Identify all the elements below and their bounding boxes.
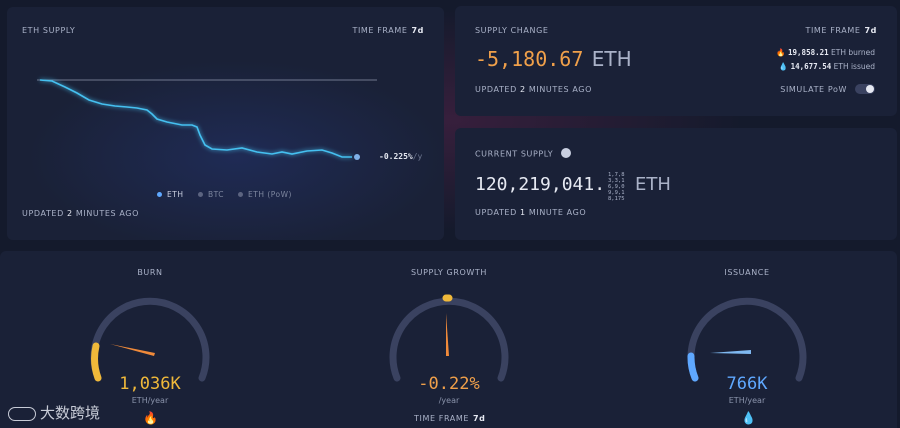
supply-change-title: SUPPLY CHANGE <box>475 26 549 35</box>
supply-growth-gauge-unit: /year <box>438 396 460 405</box>
decimal-digit: 1,7,8 <box>608 172 625 178</box>
eth-supply-updated: UPDATED 2 MINUTES AGO <box>22 209 139 218</box>
legend-btc-label: BTC <box>208 190 225 199</box>
current-supply-title-text: CURRENT SUPPLY <box>475 149 554 159</box>
supply-change-time-frame[interactable]: TIME FRAME 7d <box>805 26 877 35</box>
simulate-pow-toggle[interactable] <box>855 84 875 94</box>
supply-growth-gauge-track <box>389 297 509 382</box>
supply-change-value: -5,180.67 <box>475 47 584 71</box>
burned-label: ETH burned <box>831 48 875 57</box>
legend-eth-pow[interactable]: ETH (PoW) <box>238 190 292 199</box>
updated-prefix: UPDATED <box>475 85 517 94</box>
fire-icon: 🔥 <box>776 48 786 57</box>
time-frame-value: 7d <box>864 26 877 35</box>
burn-gauge-unit: ETH/year <box>131 396 169 405</box>
issued-row: 💧 14,677.54 ETH issued <box>779 62 875 71</box>
gauges-card: BURN 1,036K ETH/year 🔥 SUPPLY GROWTH -0.… <box>0 251 897 428</box>
current-supply-title: CURRENT SUPPLY <box>475 148 572 159</box>
issuance-gauge-needle <box>710 350 751 354</box>
legend-eth-pow-label: ETH (PoW) <box>248 190 292 199</box>
legend-btc[interactable]: BTC <box>198 190 224 199</box>
current-supply-unit: ETH <box>635 174 671 195</box>
trend-rate-unit: /y <box>412 152 423 161</box>
updated-value: 1 <box>520 208 526 217</box>
burned-row: 🔥 19,858.21 ETH burned <box>776 48 875 57</box>
watermark-logo-icon <box>8 406 36 421</box>
droplet-icon: 💧 <box>741 411 756 425</box>
trend-rate-value: -0.225% <box>379 152 413 161</box>
legend-eth-dot <box>157 191 162 197</box>
decimal-digit: 8,175 <box>608 196 625 202</box>
issuance-gauge-fill <box>687 352 699 382</box>
supply-change-unit: ETH <box>591 47 632 71</box>
watermark-text: 大数跨境 <box>40 404 101 422</box>
watermark: 大数跨境 <box>8 402 100 423</box>
issued-label: ETH issued <box>833 62 875 71</box>
current-supply-decimals: 1,7,8 3,3,1 6,9,0 9,9,1 8,175 <box>608 172 625 202</box>
updated-value: 2 <box>67 209 73 218</box>
updated-value: 2 <box>520 85 526 94</box>
legend-btc-dot <box>198 191 203 197</box>
updated-prefix: UPDATED <box>22 209 64 218</box>
updated-suffix: MINUTE AGO <box>528 208 587 217</box>
supply-growth-gauge <box>389 294 509 382</box>
burn-gauge-fill <box>91 342 102 382</box>
burned-value: 19,858.21 <box>788 48 829 57</box>
eth-supply-line <box>39 79 352 158</box>
eth-supply-endpoint <box>354 154 360 160</box>
decimal-digit: 6,9,0 <box>608 184 625 190</box>
issuance-gauge-value: 766K <box>726 374 768 394</box>
current-supply-card: CURRENT SUPPLY 120,219,041. 1,7,8 3,3,1 … <box>455 128 897 240</box>
burn-gauge-track <box>90 297 210 382</box>
supply-change-card: SUPPLY CHANGE TIME FRAME 7d -5,180.67 ETH… <box>455 6 897 116</box>
legend-eth[interactable]: ETH <box>157 190 183 199</box>
droplet-icon: 💧 <box>778 62 789 71</box>
eth-supply-chart <box>37 79 377 160</box>
burn-gauge <box>90 297 210 382</box>
toggle-knob <box>866 85 874 93</box>
decimal-digit: 9,9,1 <box>608 190 625 196</box>
time-frame-value: 7d <box>473 414 486 423</box>
eth-supply-time-frame[interactable]: TIME FRAME 7d <box>352 26 424 35</box>
simulate-pow-label: SIMULATE PoW <box>780 85 847 94</box>
legend-eth-label: ETH <box>167 190 184 199</box>
decimal-digit: 3,3,1 <box>608 178 625 184</box>
supply-growth-gauge-value: -0.22% <box>418 374 480 394</box>
burn-gauge-title: BURN <box>137 268 163 277</box>
supply-change-amount: -5,180.67 ETH <box>475 47 632 71</box>
current-supply-updated: UPDATED 1 MINUTE AGO <box>475 208 586 217</box>
supply-growth-gauge-needle <box>446 313 449 356</box>
burn-gauge-value: 1,036K <box>119 374 181 394</box>
issuance-gauge-unit: ETH/year <box>728 396 766 405</box>
eth-supply-card: ETH SUPPLY TIME FRAME 7d -0.225%/y ETH BT… <box>7 7 444 240</box>
eth-supply-title: ETH SUPPLY <box>22 26 76 35</box>
issuance-gauge <box>687 297 807 382</box>
globe-icon[interactable] <box>561 148 572 158</box>
time-frame-label: TIME FRAME <box>352 26 408 35</box>
supply-growth-time-frame[interactable]: TIME FRAME 7d <box>414 414 486 423</box>
time-frame-label: TIME FRAME <box>414 414 470 423</box>
issuance-gauge-track <box>687 297 807 382</box>
issued-value: 14,677.54 <box>790 62 832 71</box>
trend-rate: -0.225%/y <box>379 152 422 161</box>
legend-eth-pow-dot <box>238 191 243 197</box>
current-supply-value: 120,219,041. <box>475 174 606 195</box>
supply-change-updated: UPDATED 2 MINUTES AGO <box>475 85 592 94</box>
updated-suffix: MINUTES AGO <box>528 85 592 94</box>
updated-suffix: MINUTES AGO <box>75 209 139 218</box>
fire-icon: 🔥 <box>143 411 158 425</box>
updated-prefix: UPDATED <box>475 208 517 217</box>
burn-gauge-needle <box>110 344 155 356</box>
issuance-gauge-title: ISSUANCE <box>724 268 770 277</box>
time-frame-value: 7d <box>411 26 424 35</box>
supply-growth-gauge-title: SUPPLY GROWTH <box>410 268 488 277</box>
time-frame-label: TIME FRAME <box>805 26 861 35</box>
